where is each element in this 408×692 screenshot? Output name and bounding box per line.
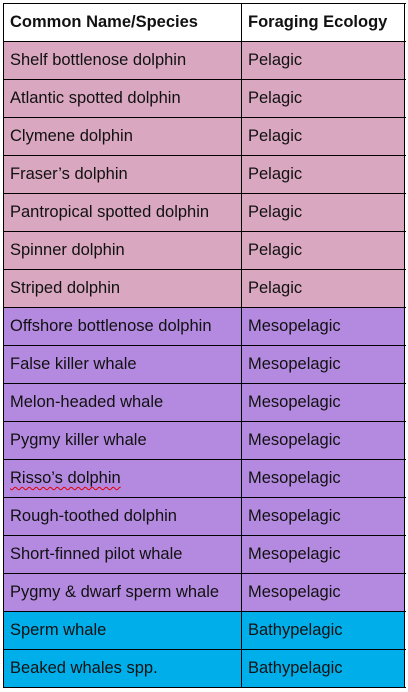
ecology-cell: Pelagic xyxy=(242,156,405,193)
foraging-ecology-table: Common Name/Species Foraging Ecology She… xyxy=(3,3,406,688)
species-cell: Sperm whale xyxy=(4,612,242,649)
header-foraging-ecology: Foraging Ecology xyxy=(242,4,405,41)
ecology-cell: Mesopelagic xyxy=(242,460,405,497)
header-species: Common Name/Species xyxy=(4,4,242,41)
table-row: Sperm whale Bathypelagic xyxy=(4,612,406,650)
table-row: Shelf bottlenose dolphin Pelagic xyxy=(4,42,406,80)
species-cell: Spinner dolphin xyxy=(4,232,242,269)
table-row: Atlantic spotted dolphin Pelagic xyxy=(4,80,406,118)
species-cell: Atlantic spotted dolphin xyxy=(4,80,242,117)
species-cell: Offshore bottlenose dolphin xyxy=(4,308,242,345)
table-row: Melon-headed whale Mesopelagic xyxy=(4,384,406,422)
species-cell: False killer whale xyxy=(4,346,242,383)
species-cell: Pantropical spotted dolphin xyxy=(4,194,242,231)
table-row: Short-finned pilot whale Mesopelagic xyxy=(4,536,406,574)
ecology-cell: Pelagic xyxy=(242,194,405,231)
table-header-row: Common Name/Species Foraging Ecology xyxy=(4,4,406,42)
species-cell: Risso’s dolphin xyxy=(4,460,242,497)
table-row: Clymene dolphin Pelagic xyxy=(4,118,406,156)
species-cell: Beaked whales spp. xyxy=(4,650,242,687)
table-row: Spinner dolphin Pelagic xyxy=(4,232,406,270)
table-row: False killer whale Mesopelagic xyxy=(4,346,406,384)
ecology-cell: Pelagic xyxy=(242,232,405,269)
table-row: Pantropical spotted dolphin Pelagic xyxy=(4,194,406,232)
species-cell: Shelf bottlenose dolphin xyxy=(4,42,242,79)
ecology-cell: Mesopelagic xyxy=(242,536,405,573)
ecology-cell: Mesopelagic xyxy=(242,308,405,345)
species-cell: Clymene dolphin xyxy=(4,118,242,155)
ecology-cell: Bathypelagic xyxy=(242,612,405,649)
ecology-cell: Bathypelagic xyxy=(242,650,405,687)
species-cell: Fraser’s dolphin xyxy=(4,156,242,193)
table-row: Fraser’s dolphin Pelagic xyxy=(4,156,406,194)
species-cell: Pygmy killer whale xyxy=(4,422,242,459)
ecology-cell: Pelagic xyxy=(242,270,405,307)
table-row: Striped dolphin Pelagic xyxy=(4,270,406,308)
ecology-cell: Mesopelagic xyxy=(242,574,405,611)
species-cell: Pygmy & dwarf sperm whale xyxy=(4,574,242,611)
species-text-spellcheck: Risso’s dolphin xyxy=(10,469,121,487)
ecology-cell: Mesopelagic xyxy=(242,498,405,535)
table-row: Beaked whales spp. Bathypelagic xyxy=(4,650,406,688)
species-cell: Rough-toothed dolphin xyxy=(4,498,242,535)
ecology-cell: Mesopelagic xyxy=(242,384,405,421)
species-cell: Striped dolphin xyxy=(4,270,242,307)
ecology-cell: Mesopelagic xyxy=(242,422,405,459)
ecology-cell: Mesopelagic xyxy=(242,346,405,383)
table-row: Offshore bottlenose dolphin Mesopelagic xyxy=(4,308,406,346)
table-row: Rough-toothed dolphin Mesopelagic xyxy=(4,498,406,536)
table-row: Risso’s dolphin Mesopelagic xyxy=(4,460,406,498)
ecology-cell: Pelagic xyxy=(242,80,405,117)
ecology-cell: Pelagic xyxy=(242,42,405,79)
species-cell: Melon-headed whale xyxy=(4,384,242,421)
species-cell: Short-finned pilot whale xyxy=(4,536,242,573)
ecology-cell: Pelagic xyxy=(242,118,405,155)
table-row: Pygmy killer whale Mesopelagic xyxy=(4,422,406,460)
table-row: Pygmy & dwarf sperm whale Mesopelagic xyxy=(4,574,406,612)
